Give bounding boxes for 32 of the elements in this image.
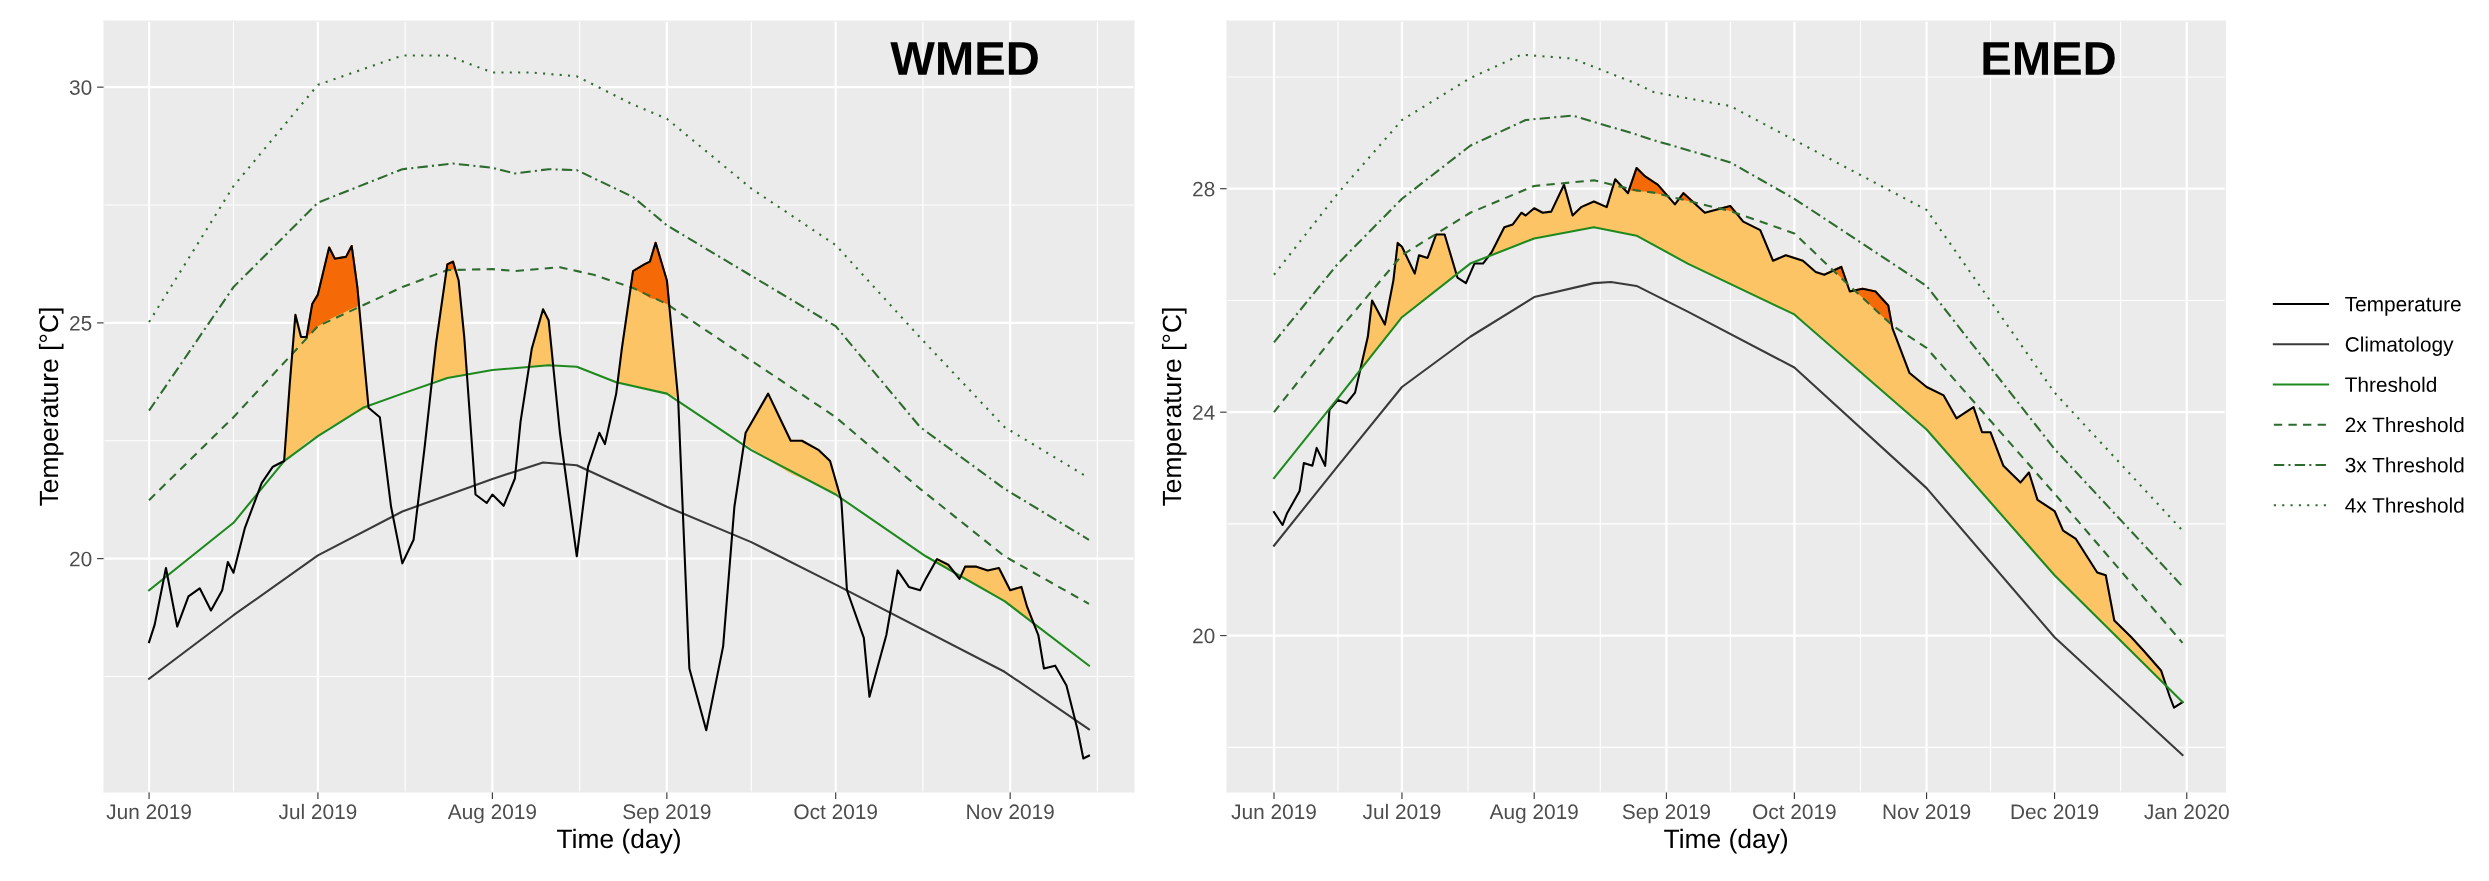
y-tick-label: 24	[1193, 405, 1215, 420]
legend-label: 3x Threshold	[2345, 457, 2464, 473]
y-tick-label: 28	[1193, 181, 1215, 197]
legend-label: 2x Threshold	[2345, 417, 2464, 433]
x-axis-title: Time (day)	[557, 828, 680, 854]
x-tick-label: Jun 2019	[1231, 804, 1316, 820]
x-tick-label: Oct 2019	[1753, 804, 1836, 820]
legend-label: Temperature	[2345, 297, 2461, 316]
x-tick-label: Nov 2019	[967, 804, 1054, 820]
x-tick-label: Sep 2019	[623, 804, 711, 824]
y-tick-label: 20	[70, 551, 92, 567]
x-tick-label: Nov 2019	[1883, 804, 1971, 820]
x-axis-title: Time (day)	[1664, 828, 1788, 854]
legend-label: Climatology	[2345, 336, 2454, 356]
y-axis-title: Temperature [°C]	[1161, 308, 1187, 506]
x-tick-label: Aug 2019	[447, 804, 536, 824]
x-tick-label: Aug 2019	[1489, 804, 1578, 824]
x-tick-label: Jun 2019	[106, 804, 191, 820]
x-tick-label: Oct 2019	[794, 804, 877, 820]
x-tick-label: Sep 2019	[1622, 804, 1711, 824]
legend-label: 4x Threshold	[2345, 497, 2464, 513]
x-tick-label: Dec 2019	[2011, 804, 2099, 820]
y-tick-label: 25	[70, 315, 92, 331]
legend-label: Threshold	[2345, 376, 2436, 393]
y-axis-title: Temperature [°C]	[38, 308, 64, 506]
x-tick-label: Jan 2020	[2144, 804, 2229, 820]
y-tick-label: 30	[69, 80, 92, 95]
annotation: EMED	[1983, 42, 2115, 75]
x-tick-label: Jul 2019	[278, 803, 357, 820]
annotation: WMED	[890, 42, 1038, 75]
y-tick-label: 20	[1193, 628, 1215, 644]
x-tick-label: Jul 2019	[1362, 803, 1441, 820]
